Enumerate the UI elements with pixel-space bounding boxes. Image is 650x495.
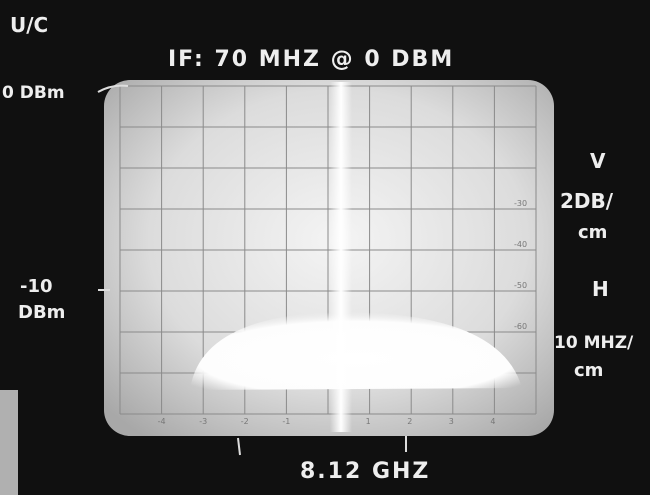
scale-label: cm: [574, 360, 603, 381]
level-label: DBm: [18, 302, 65, 323]
scale-label: V: [590, 149, 606, 173]
graticule-label: -2: [241, 417, 249, 426]
scale-label: 2DB/: [560, 189, 614, 213]
arrow: [97, 84, 129, 93]
graticule-label: -40: [514, 240, 527, 249]
corner-label: U/C: [10, 13, 48, 37]
noise-floor: [190, 311, 522, 390]
graticule-label: 2: [407, 417, 412, 426]
center-frequency: 8.12 GHZ: [300, 459, 430, 484]
graticule-label: -3: [199, 417, 207, 426]
edge-glare: [0, 390, 18, 495]
graticule-label: -1: [282, 417, 290, 426]
scale-label: H: [592, 277, 609, 301]
level-label: -10: [20, 276, 53, 297]
graticule-label: 4: [490, 417, 495, 426]
graticule-label: -30: [514, 199, 527, 208]
title: IF: 70 MHZ @ 0 DBM: [168, 47, 454, 72]
level-label: 0 DBm: [2, 83, 65, 103]
graticule-label: -50: [514, 281, 527, 290]
marker: [237, 437, 241, 456]
scale-label: cm: [578, 222, 607, 243]
scale-label: 10 MHZ/: [554, 333, 634, 353]
graticule-label: 3: [449, 417, 454, 426]
graticule-label: -4: [158, 417, 166, 426]
graticule-label: 1: [366, 417, 371, 426]
graticule-label: -60: [514, 322, 527, 331]
carrier-spike: [330, 82, 352, 432]
